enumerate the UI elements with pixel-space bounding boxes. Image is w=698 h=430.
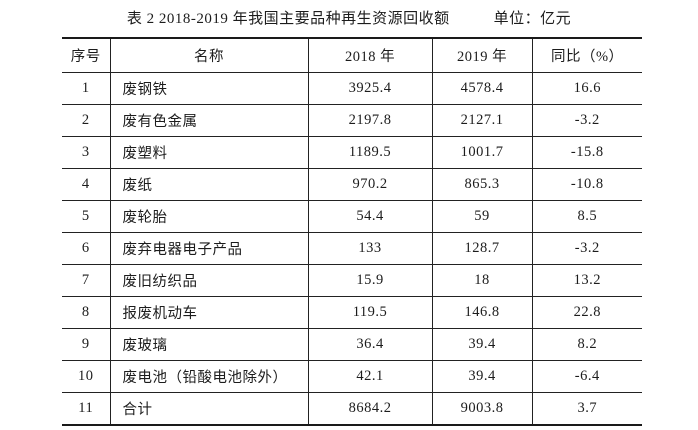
name-cell: 报废机动车 (110, 296, 309, 329)
yoy-cell: 8.5 (532, 200, 642, 233)
name-cell: 废旧纺织品 (110, 264, 309, 297)
value-2019-cell: 59 (432, 200, 533, 233)
yoy-cell: 8.2 (532, 328, 642, 361)
table-row-total: 11 合计 8684.2 9003.8 3.7 (62, 392, 642, 425)
name-cell: 废电池（铅酸电池除外） (110, 360, 309, 393)
name-cell: 废塑料 (110, 136, 309, 169)
table-row: 8 报废机动车 119.5 146.8 22.8 (62, 296, 642, 329)
table-unit-label: 单位：亿元 (493, 11, 572, 27)
column-header-name: 名称 (110, 38, 309, 73)
row-index-cell: 10 (62, 360, 111, 393)
value-2018-cell: 3925.4 (308, 72, 433, 105)
table-row: 5 废轮胎 54.4 59 8.5 (62, 200, 642, 233)
row-index-cell: 9 (62, 328, 111, 361)
yoy-cell: -10.8 (532, 168, 642, 201)
table-row: 6 废弃电器电子产品 133 128.7 -3.2 (62, 232, 642, 265)
yoy-cell: -3.2 (532, 104, 642, 137)
column-header-index: 序号 (62, 38, 111, 73)
table-row: 10 废电池（铅酸电池除外） 42.1 39.4 -6.4 (62, 360, 642, 393)
row-index-cell: 7 (62, 264, 111, 297)
value-2018-cell: 119.5 (308, 296, 433, 329)
row-index-cell: 4 (62, 168, 111, 201)
name-cell: 废纸 (110, 168, 309, 201)
yoy-cell: 3.7 (532, 392, 642, 425)
value-2019-cell: 9003.8 (432, 392, 533, 425)
value-2018-cell: 15.9 (308, 264, 433, 297)
value-2018-cell: 970.2 (308, 168, 433, 201)
table-caption: 表 2 2018-2019 年我国主要品种再生资源回收额 单位：亿元 (0, 7, 698, 28)
value-2018-cell: 1189.5 (308, 136, 433, 169)
name-cell: 废钢铁 (110, 72, 309, 105)
yoy-cell: 16.6 (532, 72, 642, 105)
value-2019-cell: 146.8 (432, 296, 533, 329)
value-2019-cell: 18 (432, 264, 533, 297)
yoy-cell: -3.2 (532, 232, 642, 265)
value-2019-cell: 1001.7 (432, 136, 533, 169)
yoy-cell: 13.2 (532, 264, 642, 297)
table-row: 7 废旧纺织品 15.9 18 13.2 (62, 264, 642, 297)
table-row: 9 废玻璃 36.4 39.4 8.2 (62, 328, 642, 361)
name-cell: 废玻璃 (110, 328, 309, 361)
value-2018-cell: 8684.2 (308, 392, 433, 425)
row-index-cell: 11 (62, 392, 111, 425)
value-2019-cell: 39.4 (432, 360, 533, 393)
yoy-cell: -6.4 (532, 360, 642, 393)
table-row: 2 废有色金属 2197.8 2127.1 -3.2 (62, 104, 642, 137)
row-index-cell: 8 (62, 296, 111, 329)
value-2019-cell: 4578.4 (432, 72, 533, 105)
value-2018-cell: 2197.8 (308, 104, 433, 137)
name-cell: 废轮胎 (110, 200, 309, 233)
yoy-cell: -15.8 (532, 136, 642, 169)
table-row: 4 废纸 970.2 865.3 -10.8 (62, 168, 642, 201)
yoy-cell: 22.8 (532, 296, 642, 329)
column-header-2018: 2018 年 (308, 38, 433, 73)
row-index-cell: 3 (62, 136, 111, 169)
row-index-cell: 5 (62, 200, 111, 233)
value-2019-cell: 865.3 (432, 168, 533, 201)
recycling-table: 序号 名称 2018 年 2019 年 同比（%） 1 废钢铁 3925.4 4… (62, 37, 642, 426)
column-header-yoy: 同比（%） (550, 49, 624, 65)
column-header-2019: 2019 年 (432, 38, 533, 73)
value-2018-cell: 54.4 (308, 200, 433, 233)
table-caption-text: 表 2 2018-2019 年我国主要品种再生资源回收额 (126, 11, 450, 27)
header-row: 序号 名称 2018 年 2019 年 同比（%） (62, 38, 642, 73)
value-2018-cell: 36.4 (308, 328, 433, 361)
value-2018-cell: 42.1 (308, 360, 433, 393)
value-2019-cell: 128.7 (432, 232, 533, 265)
row-index-cell: 6 (62, 232, 111, 265)
table-row: 1 废钢铁 3925.4 4578.4 16.6 (62, 72, 642, 105)
value-2019-cell: 39.4 (432, 328, 533, 361)
row-index-cell: 2 (62, 104, 111, 137)
table-row: 3 废塑料 1189.5 1001.7 -15.8 (62, 136, 642, 169)
name-cell: 合计 (110, 392, 309, 425)
name-cell: 废弃电器电子产品 (110, 232, 309, 265)
value-2018-cell: 133 (308, 232, 433, 265)
row-index-cell: 1 (62, 72, 111, 105)
name-cell: 废有色金属 (110, 104, 309, 137)
value-2019-cell: 2127.1 (432, 104, 533, 137)
